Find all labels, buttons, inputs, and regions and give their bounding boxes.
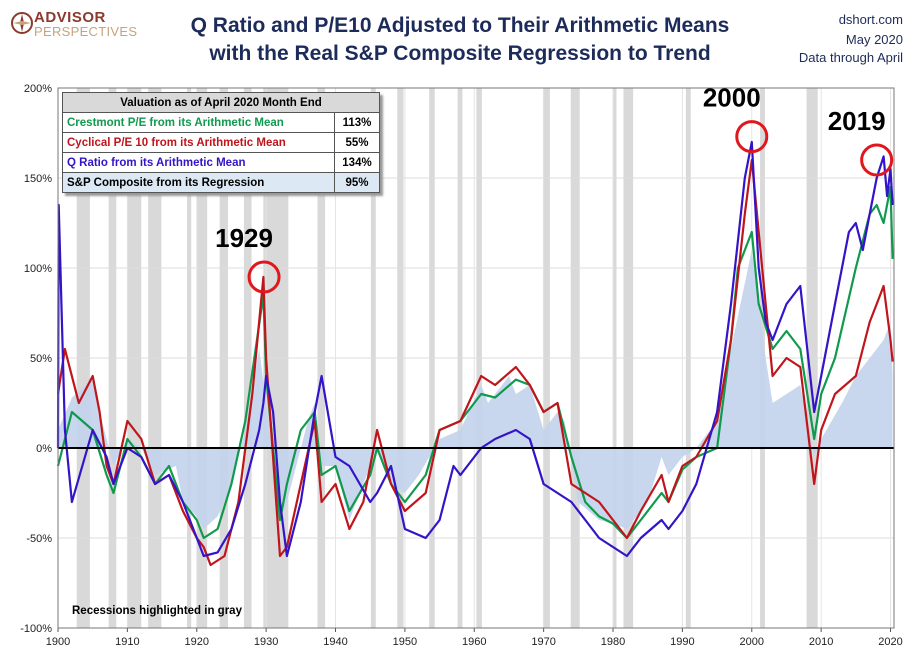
chart-title-line2: with the Real S&P Composite Regression t… [209, 42, 711, 65]
x-tick-label: 1930 [254, 636, 278, 648]
x-tick-label: 1980 [601, 636, 625, 648]
x-tick-label: 2020 [878, 636, 902, 648]
peak-label: 2000 [703, 83, 761, 113]
valuation-table: Valuation as of April 2020 Month End Cre… [62, 92, 380, 193]
x-tick-label: 1910 [115, 636, 139, 648]
x-tick-label: 1970 [531, 636, 555, 648]
data-through: Data through April [798, 50, 903, 65]
plot-border [57, 87, 895, 629]
x-tick-label: 1950 [393, 636, 417, 648]
x-tick-label: 2010 [809, 636, 833, 648]
publish-date: May 2020 [845, 32, 903, 47]
logo-line2: PERSPECTIVES [34, 24, 138, 39]
x-tick-label: 1900 [46, 636, 70, 648]
crestmont-label: Crestmont P/E from its Arithmetic Mean [62, 112, 335, 133]
series-line-crestmont [56, 185, 894, 540]
x-tick-label: 1960 [462, 636, 486, 648]
valuation-table-header: Valuation as of April 2020 Month End [62, 92, 380, 113]
sp-regression-label: S&P Composite from its Regression [62, 172, 335, 193]
y-tick-label: 100% [24, 263, 52, 275]
peak-circle [860, 143, 894, 177]
x-tick-label: 1920 [185, 636, 209, 648]
y-tick-label: -100% [20, 623, 52, 635]
peak-circle [735, 120, 769, 154]
advisor-perspectives-logo: ADVISOR PERSPECTIVES [8, 6, 143, 42]
axes: 200% 150% 100% 50% 0% -50% -100%1900 1910 1920 19… [20, 83, 903, 648]
valuation-row: Q Ratio from its Arithmetic Mean 134% [62, 152, 380, 173]
y-tick-label: 200% [24, 83, 52, 95]
qratio-label: Q Ratio from its Arithmetic Mean [62, 152, 335, 173]
peak-circle [247, 260, 281, 294]
y-tick-label: 0% [36, 443, 52, 455]
pe10-label: Cyclical P/E 10 from its Arithmetic Mean [62, 132, 335, 153]
qratio-value: 134% [334, 152, 380, 173]
sp-regression-value: 95% [334, 172, 380, 193]
valuation-row: S&P Composite from its Regression 95% [62, 172, 380, 193]
compass-icon [11, 12, 33, 34]
y-tick-label: 150% [24, 173, 52, 185]
x-tick-label: 1990 [670, 636, 694, 648]
crestmont-value: 113% [334, 112, 380, 133]
x-tick-label: 2000 [740, 636, 764, 648]
series-line-pe10 [56, 158, 894, 567]
x-tick-label: 1940 [323, 636, 347, 648]
valuation-row: Crestmont P/E from its Arithmetic Mean 1… [62, 112, 380, 133]
y-tick-label: 50% [30, 353, 52, 365]
peak-label: 2019 [828, 106, 886, 136]
annotations: 1929 2000 2019 [215, 83, 894, 294]
source-site[interactable]: dshort.com [838, 12, 903, 27]
recession-note: Recessions highlighted in gray [72, 605, 242, 617]
chart-title-line1: Q Ratio and P/E10 Adjusted to Their Arit… [190, 14, 730, 37]
pe10-value: 55% [334, 132, 380, 153]
y-tick-label: -50% [26, 533, 52, 545]
valuation-row: Cyclical P/E 10 from its Arithmetic Mean… [62, 132, 380, 153]
peak-label: 1929 [215, 223, 273, 253]
logo-line1: ADVISOR [34, 9, 106, 26]
